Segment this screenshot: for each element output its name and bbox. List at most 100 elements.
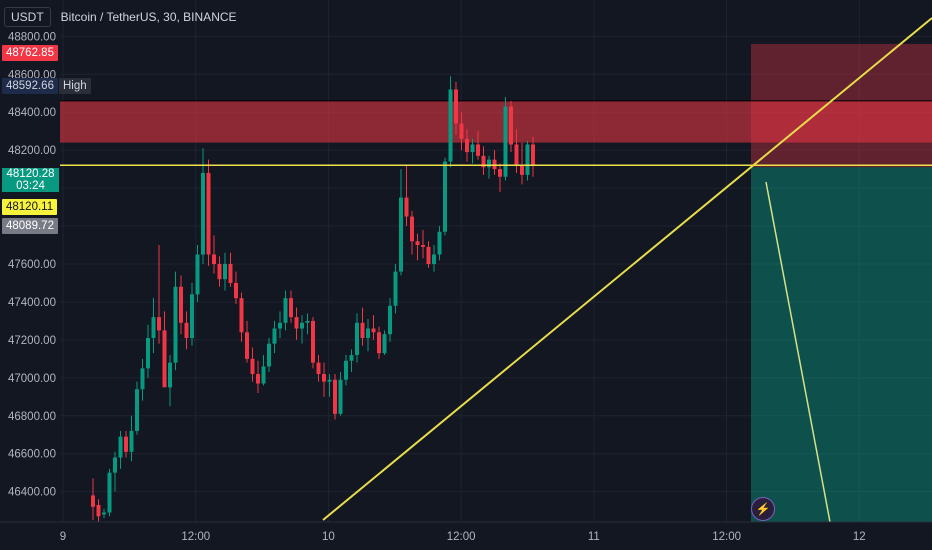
candle-body xyxy=(294,317,299,329)
stop-price-label: 48762.85 xyxy=(2,45,58,61)
candle-body xyxy=(410,216,414,242)
y-axis-tick-label: 48800.00 xyxy=(8,31,56,43)
currency-button[interactable]: USDT xyxy=(4,7,51,27)
candle-body xyxy=(531,144,535,166)
candle-body xyxy=(107,472,112,513)
candle-body xyxy=(355,322,359,356)
candle-body xyxy=(184,322,189,338)
candle-body xyxy=(454,89,458,124)
candle-body xyxy=(278,322,282,329)
current-price-value: 48120.28 xyxy=(6,168,55,180)
candle-body xyxy=(102,512,106,515)
candle-body xyxy=(151,317,156,338)
candle-body xyxy=(509,106,513,145)
candle-body xyxy=(91,495,95,507)
candle-body xyxy=(239,298,244,333)
tradingview-lightning-icon[interactable]: ⚡ xyxy=(751,497,775,521)
candle-body xyxy=(327,379,332,382)
candle-body xyxy=(322,374,326,382)
x-axis-tick-label: 10 xyxy=(322,531,335,543)
candle-body xyxy=(272,328,277,344)
high-price-label: 48592.66 xyxy=(2,78,58,94)
candle-body xyxy=(344,360,348,380)
candle-body xyxy=(465,138,469,153)
candle-body xyxy=(162,330,167,388)
candle-body xyxy=(96,504,101,517)
y-axis-tick-label: 47200.00 xyxy=(8,335,56,347)
candle-body xyxy=(498,169,502,177)
x-axis-tick-label: 11 xyxy=(588,531,600,543)
candle-body xyxy=(217,264,222,280)
candle-body xyxy=(437,231,442,255)
candle-body xyxy=(514,144,519,166)
candle-body xyxy=(382,334,387,354)
candle-body xyxy=(349,355,354,361)
candle-body xyxy=(179,286,183,323)
candle-body xyxy=(173,286,178,363)
candle-body xyxy=(371,328,376,333)
countdown-timer: 03:24 xyxy=(16,180,45,192)
candle-body xyxy=(503,106,508,177)
candle-body xyxy=(212,254,216,264)
time-axis-bg xyxy=(0,522,932,550)
candle-body xyxy=(415,241,420,246)
candle-body xyxy=(377,332,381,354)
candle-body xyxy=(250,358,255,375)
y-axis-tick-label: 47000.00 xyxy=(8,373,56,385)
candle-body xyxy=(426,246,431,264)
candle-body xyxy=(459,123,464,139)
candle-body xyxy=(360,322,365,338)
candle-body xyxy=(305,320,310,323)
candle-body xyxy=(388,305,392,335)
candle-body xyxy=(195,254,200,295)
high-tag: High xyxy=(59,78,91,94)
y-axis-tick-label: 48200.00 xyxy=(8,145,56,157)
target-zone xyxy=(751,167,932,526)
y-axis-tick-label: 46600.00 xyxy=(8,449,56,461)
candle-body xyxy=(140,368,145,390)
x-axis-tick-label: 12:00 xyxy=(181,531,210,543)
x-axis-tick-label: 9 xyxy=(60,531,66,543)
y-axis-tick-label: 47400.00 xyxy=(8,297,56,309)
candle-body xyxy=(135,389,139,431)
candle-body xyxy=(256,374,260,384)
candle-body xyxy=(201,172,205,255)
y-axis-tick-label: 47600.00 xyxy=(8,259,56,271)
x-axis-tick-label: 12 xyxy=(853,531,866,543)
candle-body xyxy=(481,155,486,168)
projection-line xyxy=(765,181,831,523)
candle-body xyxy=(366,328,370,338)
candle-body xyxy=(476,144,480,156)
candle-body xyxy=(245,332,249,359)
resistance-zone xyxy=(60,100,932,143)
candle-body xyxy=(520,165,524,175)
candle-body xyxy=(289,298,293,318)
candle-body xyxy=(168,362,172,388)
candle-body xyxy=(443,161,447,232)
candle-body xyxy=(448,89,453,162)
candle-body xyxy=(261,366,266,384)
gray-price-label: 48089.72 xyxy=(2,218,58,234)
candle-body xyxy=(300,322,304,329)
symbol-title: Bitcoin / TetherUS, 30, BINANCE xyxy=(60,10,237,24)
trendline-price-label: 48120.11 xyxy=(2,199,58,215)
candle-body xyxy=(206,172,211,255)
candle-body xyxy=(118,436,123,458)
candle-body xyxy=(393,271,398,306)
candle-body xyxy=(487,159,491,168)
y-axis-tick-label: 48400.00 xyxy=(8,107,56,119)
candle-body xyxy=(124,436,128,452)
candle-body xyxy=(157,317,161,331)
candle-body xyxy=(404,197,409,217)
candle-body xyxy=(267,343,271,367)
stop-loss-zone xyxy=(751,43,932,168)
x-axis-tick-label: 12:00 xyxy=(447,531,476,543)
candle-body xyxy=(190,294,194,338)
current-price-box: 48120.28 03:24 xyxy=(2,168,59,192)
ascending-trendline xyxy=(322,17,932,521)
y-axis-tick-label: 46800.00 xyxy=(8,411,56,423)
candle-body xyxy=(525,144,530,175)
y-axis-tick-label: 46400.00 xyxy=(8,487,56,499)
